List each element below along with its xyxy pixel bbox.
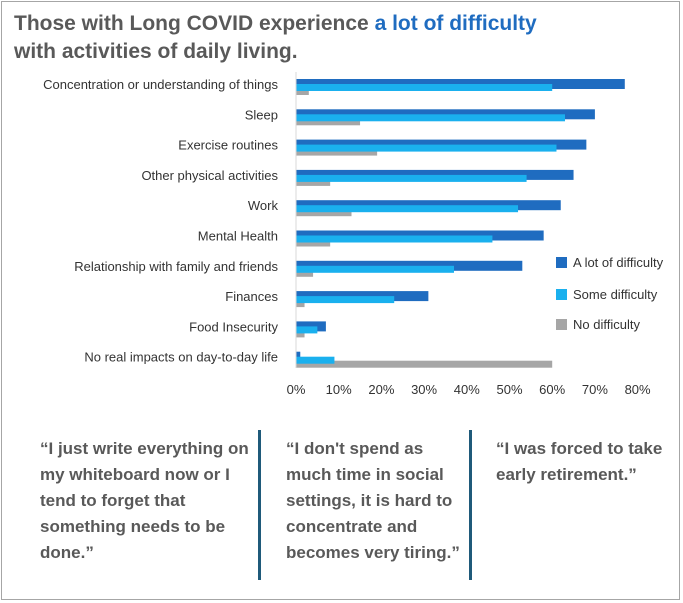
legend-swatch bbox=[556, 257, 567, 268]
bar-none bbox=[296, 300, 305, 308]
quote-2-line: “I don't spend as bbox=[286, 439, 424, 458]
x-tick-label: 40% bbox=[454, 382, 480, 397]
x-tick-label: 60% bbox=[539, 382, 565, 397]
bar-none bbox=[296, 330, 305, 338]
x-tick-label: 30% bbox=[411, 382, 437, 397]
bar-none bbox=[296, 118, 361, 126]
quote-2-line: concentrate and bbox=[286, 517, 418, 536]
legend-label: No difficulty bbox=[573, 317, 640, 332]
category-label: Exercise routines bbox=[178, 138, 278, 153]
quote-2: “I don't spend as much time in social se… bbox=[286, 436, 466, 566]
x-tick-label: 10% bbox=[326, 382, 352, 397]
category-label: Finances bbox=[225, 289, 278, 304]
quote-divider bbox=[469, 430, 472, 580]
x-tick-label: 70% bbox=[582, 382, 608, 397]
quote-2-line: settings, it is hard to bbox=[286, 491, 453, 510]
x-tick-label: 0% bbox=[287, 382, 306, 397]
bar-none bbox=[296, 148, 378, 156]
bar-none bbox=[296, 209, 352, 217]
category-label: Work bbox=[248, 198, 279, 213]
quote-3-line: “I was forced to take bbox=[496, 439, 663, 458]
x-tick-label: 50% bbox=[496, 382, 522, 397]
chart-title: Those with Long COVID experience a lot o… bbox=[14, 10, 614, 66]
quote-3-line: early retirement.” bbox=[496, 465, 637, 484]
quote-1: “I just write everything on my whiteboar… bbox=[40, 436, 255, 566]
quote-1-line: my whiteboard now or I bbox=[40, 465, 230, 484]
category-label: Relationship with family and friends bbox=[74, 259, 278, 274]
category-label: No real impacts on day-to-day life bbox=[84, 350, 278, 365]
bar-some bbox=[296, 144, 557, 152]
bar-some bbox=[296, 265, 454, 273]
bar-none bbox=[296, 360, 553, 368]
bar-some bbox=[296, 356, 335, 364]
category-label: Mental Health bbox=[198, 229, 278, 244]
quote-1-line: done.” bbox=[40, 543, 94, 562]
bar-some bbox=[296, 326, 318, 334]
quote-3: “I was forced to take early retirement.” bbox=[496, 436, 671, 488]
legend-swatch bbox=[556, 319, 567, 330]
bar-some bbox=[296, 205, 519, 213]
legend-label: A lot of difficulty bbox=[573, 255, 664, 270]
legend-label: Some difficulty bbox=[573, 287, 658, 302]
quote-divider bbox=[258, 430, 261, 580]
bar-some bbox=[296, 235, 493, 243]
bar-some bbox=[296, 84, 553, 91]
category-label: Other physical activities bbox=[141, 168, 278, 183]
quote-1-line: tend to forget that bbox=[40, 491, 186, 510]
x-tick-label: 80% bbox=[625, 382, 651, 397]
x-tick-label: 20% bbox=[368, 382, 394, 397]
legend-swatch bbox=[556, 289, 567, 300]
title-part2: with activities of daily living. bbox=[14, 40, 298, 63]
category-label: Sleep bbox=[245, 107, 278, 122]
bar-none bbox=[296, 239, 331, 247]
bar-some bbox=[296, 296, 395, 304]
quote-2-line: much time in social bbox=[286, 465, 444, 484]
category-label: Concentration or understanding of things bbox=[43, 77, 278, 92]
quote-1-line: “I just write everything on bbox=[40, 439, 249, 458]
category-label: Food Insecurity bbox=[189, 319, 278, 334]
quote-1-line: something needs to be bbox=[40, 517, 226, 536]
bar-some bbox=[296, 174, 527, 182]
bar-none bbox=[296, 88, 309, 95]
title-part1: Those with Long COVID experience bbox=[14, 12, 375, 35]
bar-chart: Concentration or understanding of things… bbox=[43, 72, 664, 397]
bar-none bbox=[296, 269, 314, 277]
bar-some bbox=[296, 114, 566, 122]
title-accent: a lot of difficulty bbox=[374, 12, 537, 35]
quote-2-line: becomes very tiring.” bbox=[286, 543, 460, 562]
bar-none bbox=[296, 178, 331, 186]
